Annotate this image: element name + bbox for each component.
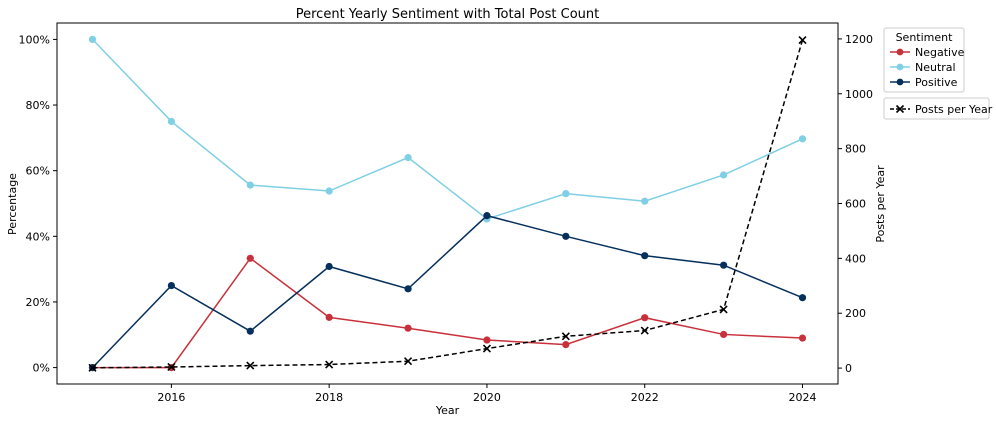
series-line-positive — [91, 214, 803, 369]
data-point-posts-per-year — [719, 305, 728, 314]
data-point-neutral — [720, 171, 728, 179]
data-point-neutral — [167, 117, 175, 126]
data-point-positive — [641, 252, 649, 260]
series-negative — [88, 254, 807, 372]
data-point-positive — [483, 212, 491, 220]
data-point-positive — [404, 285, 412, 293]
data-point-posts-per-year — [798, 35, 807, 45]
data-point-posts-per-year — [640, 326, 649, 335]
y-left-tick-label: 20% — [26, 296, 50, 309]
data-point-negative — [483, 336, 491, 344]
y-right-tick-label: 400 — [845, 252, 866, 265]
data-point-negative — [720, 330, 728, 339]
data-point-positive — [246, 327, 254, 335]
series-line-neutral — [91, 38, 803, 220]
x-tick-label: 2024 — [789, 391, 817, 404]
plot-frame — [56, 22, 839, 385]
y-right-tick-label: 600 — [845, 198, 866, 211]
y-left-tick-label: 0% — [33, 362, 50, 375]
data-point-negative — [798, 334, 807, 342]
x-tick-label: 2020 — [473, 391, 501, 404]
data-point-neutral — [246, 181, 254, 189]
data-point-neutral — [88, 35, 97, 44]
data-point-positive — [562, 232, 570, 240]
series-posts-per-year — [88, 35, 807, 372]
x-axis-label: Year — [435, 404, 460, 417]
data-point-posts-per-year — [561, 332, 570, 341]
legend-posts-box — [883, 97, 990, 120]
legend-marker-positive — [896, 78, 904, 86]
legend-posts-entry: Posts per Year — [890, 103, 993, 116]
data-point-posts-per-year — [167, 362, 176, 372]
y-right-tick-label: 1000 — [845, 88, 873, 101]
data-point-neutral — [404, 153, 412, 162]
series-layer — [88, 35, 807, 372]
y-axis-left-label: Percentage — [6, 173, 19, 235]
data-point-negative — [641, 314, 649, 322]
y-left-tick-label: 40% — [26, 230, 50, 243]
legend-label-posts-per-year: Posts per Year — [915, 103, 993, 116]
legend: Sentiment Negative Neutral Positive — [883, 27, 965, 93]
data-point-neutral — [325, 187, 333, 195]
data-point-neutral — [798, 135, 807, 143]
legend-box — [883, 27, 965, 93]
legend-label-positive: Positive — [915, 76, 958, 89]
data-point-positive — [325, 262, 333, 271]
data-point-posts-per-year — [482, 344, 492, 353]
legend-marker-negative — [896, 48, 904, 56]
y-left-tick-label: 80% — [26, 99, 50, 112]
legend-marker-neutral — [896, 63, 904, 71]
series-neutral — [88, 35, 807, 223]
legend-marker-posts-per-year — [895, 104, 905, 114]
data-point-positive — [167, 281, 175, 290]
legend-label-neutral: Neutral — [915, 61, 956, 74]
x-axis: 2016 2018 2020 2022 2024 — [157, 384, 817, 404]
x-tick-label: 2022 — [631, 391, 659, 404]
y-right-tick-label: 800 — [845, 143, 866, 156]
data-point-negative — [404, 324, 412, 332]
y-axis-right-label: Posts per Year — [874, 165, 887, 243]
x-tick-label: 2018 — [315, 391, 343, 404]
data-point-posts-per-year — [325, 360, 334, 369]
y-right-tick-label: 200 — [845, 307, 866, 320]
legend-label-negative: Negative — [915, 46, 965, 59]
data-point-positive — [720, 261, 728, 269]
legend-posts: Posts per Year — [883, 97, 993, 120]
y-left-tick-label: 100% — [19, 33, 50, 46]
series-positive — [88, 212, 807, 372]
x-tick-label: 2016 — [157, 391, 185, 404]
series-line-posts-per-year — [92, 39, 804, 369]
data-point-negative — [562, 341, 570, 349]
data-point-positive — [798, 294, 807, 302]
series-line-negative — [92, 257, 803, 369]
data-point-negative — [325, 313, 333, 321]
y-axis-left: 0% 20% 40% 60% 80% 100% — [19, 33, 57, 375]
chart-title: Percent Yearly Sentiment with Total Post… — [296, 7, 599, 22]
legend-title: Sentiment — [896, 31, 954, 44]
data-point-neutral — [641, 197, 649, 205]
y-right-tick-label: 0 — [845, 362, 852, 375]
legend-entries: Negative Neutral Positive — [890, 46, 965, 89]
y-left-tick-label: 60% — [26, 165, 50, 178]
data-point-negative — [246, 254, 254, 262]
data-point-neutral — [562, 190, 570, 198]
data-point-posts-per-year — [246, 361, 255, 370]
y-axis-right: 0 200 400 600 800 1000 1200 — [838, 33, 873, 375]
data-point-posts-per-year — [403, 357, 413, 366]
y-right-tick-label: 1200 — [845, 33, 873, 46]
data-point-posts-per-year — [88, 363, 97, 372]
